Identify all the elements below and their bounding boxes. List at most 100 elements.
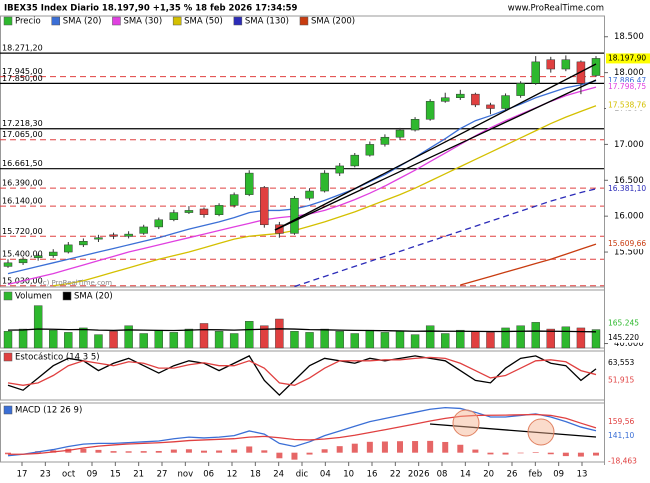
level-label: 17.065,00 <box>2 130 43 139</box>
macd-histogram-bar <box>577 452 584 457</box>
value-tag <box>606 239 650 250</box>
level-label: 15.720,00 <box>2 227 43 236</box>
legend-swatch <box>3 352 13 362</box>
stochastic-line <box>7 355 597 397</box>
candle-body <box>320 172 329 192</box>
value-tag-label: 17.798,75 <box>608 82 646 91</box>
macd-histogram-bar <box>321 449 328 453</box>
legend-label: Volumen <box>15 292 52 302</box>
value-tag-label: 18.197,90 <box>608 53 646 62</box>
candle-body <box>154 219 164 228</box>
x-tick-label: 23 <box>40 470 51 480</box>
candle-body <box>124 233 133 237</box>
candle-body <box>94 237 103 240</box>
value-tag <box>606 318 650 329</box>
volume-bar <box>49 329 58 349</box>
macd-histogram-bar <box>336 446 343 453</box>
candle-body <box>440 97 450 102</box>
value-tag-label: 159,56 <box>608 417 634 426</box>
candle-body <box>531 61 540 84</box>
level-label: 16.140,00 <box>2 197 43 206</box>
candle-body <box>305 190 314 199</box>
value-tag-label: -18,463 <box>608 457 637 466</box>
macd-histogram-bar <box>246 446 253 453</box>
volume-bar <box>94 334 103 349</box>
x-tick-label: 16 <box>367 470 378 480</box>
volume-bar <box>456 329 465 349</box>
x-tick-label: 17 <box>17 470 28 480</box>
candle-body <box>365 144 375 156</box>
candle-body <box>290 197 299 234</box>
volume-bar <box>214 331 224 349</box>
y-tick-label: 18.500 <box>614 32 644 42</box>
x-tick-label: 21 <box>133 470 144 480</box>
macd-histogram-bar <box>442 441 449 453</box>
macd-histogram-bar <box>532 452 539 453</box>
y-tick-label: 18.000 <box>614 68 644 78</box>
value-tag <box>606 332 650 343</box>
volume-bar <box>591 329 601 349</box>
macd-histogram-bar <box>397 441 403 453</box>
y-tick-label: 15.500 <box>614 248 644 258</box>
highlight <box>527 418 555 446</box>
macd-histogram-bar <box>125 451 132 453</box>
x-tick-label: dic <box>296 470 309 480</box>
macd-histogram-bar <box>351 443 358 453</box>
candle-body <box>48 251 58 256</box>
volume-bar <box>395 331 405 349</box>
legend-swatch <box>233 16 243 26</box>
macd-histogram-bar <box>547 452 554 455</box>
candle-body <box>33 255 43 259</box>
volume-bar <box>516 325 525 349</box>
legend-swatch <box>299 16 309 26</box>
legend-label: SMA (130) <box>245 17 289 27</box>
legend-swatch <box>62 291 72 301</box>
macd-histogram-bar <box>457 444 464 453</box>
candle-body <box>244 172 254 195</box>
x-tick-label: feb <box>529 470 543 480</box>
volume-bar <box>425 325 435 349</box>
volume-bar <box>350 333 359 349</box>
value-tag <box>606 183 650 194</box>
volume-bar <box>229 333 239 349</box>
volume-bar <box>365 329 375 349</box>
x-tick-label: 10 <box>343 470 354 480</box>
value-tag-label: 63,553 <box>608 358 634 367</box>
legend-swatch <box>3 291 13 301</box>
value-tag <box>606 82 650 93</box>
highlight <box>452 409 480 437</box>
x-tick-label: 20 <box>483 470 494 480</box>
value-tag-label: 17.886,47 <box>608 76 646 85</box>
legend-swatch <box>112 16 121 26</box>
volume-bar <box>3 331 13 349</box>
trend-line <box>429 423 597 438</box>
value-tag-label: 165.245 <box>608 319 639 328</box>
value-tag <box>606 100 650 111</box>
volume-bar <box>18 328 28 349</box>
value-tag-label: 141,10 <box>608 431 634 440</box>
volume-bar <box>576 327 586 349</box>
stochastic-line <box>7 356 597 386</box>
value-tag <box>606 430 650 441</box>
volume-bar <box>79 327 88 349</box>
macd-histogram-bar <box>261 450 268 453</box>
candle-body <box>410 119 420 131</box>
value-tag <box>606 375 650 386</box>
legend-swatch <box>172 16 182 26</box>
volume-bar <box>109 331 118 349</box>
volume-bar <box>305 332 314 349</box>
sma-line <box>294 188 597 288</box>
candle-body <box>229 194 239 206</box>
sma-line <box>460 243 597 286</box>
value-tag <box>606 53 650 64</box>
volume-bar <box>320 328 329 349</box>
candle-body <box>109 234 118 237</box>
candle-body <box>395 129 405 138</box>
candle-body <box>425 101 435 120</box>
volume-bar <box>380 332 390 349</box>
level-label: 16.390,00 <box>2 179 43 188</box>
volume-bar <box>154 329 163 349</box>
volume-bar <box>33 305 43 349</box>
